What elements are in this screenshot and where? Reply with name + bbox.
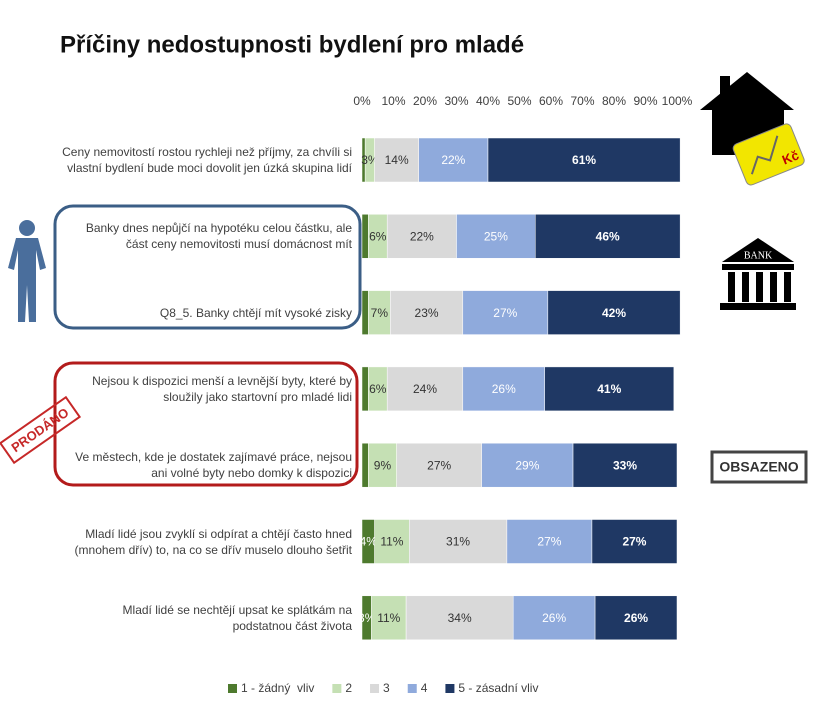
category-label: Mladí lidé jsou zvyklí si odpírat a chtě… <box>74 526 352 557</box>
chart-title: Příčiny nedostupnosti bydlení pro mladé <box>60 31 524 58</box>
data-label: 41% <box>597 382 621 396</box>
bar-segment <box>462 366 545 412</box>
bar-segment <box>544 366 675 412</box>
bar-segment <box>547 290 681 335</box>
legend-swatch <box>407 684 417 693</box>
category-label: Mladí lidé se nechtějí upsat ke splátkám… <box>122 602 352 633</box>
occupied-stamp-text: OBSAZENO <box>719 459 798 475</box>
data-label: 27% <box>537 535 561 549</box>
data-label: 26% <box>492 382 516 396</box>
legend-label: 2 <box>345 681 352 695</box>
data-label: 27% <box>493 306 517 320</box>
x-tick-label: 60% <box>539 94 563 108</box>
data-label: 22% <box>441 153 465 167</box>
category-label: Q8_5. Banky chtějí mít vysoké zisky <box>159 305 352 320</box>
legend-label: 1 - žádný vliv <box>241 681 314 695</box>
data-label: 46% <box>596 229 620 243</box>
data-label: 11% <box>377 611 400 625</box>
legend-label: 4 <box>421 681 428 695</box>
legend-label: 3 <box>383 681 390 695</box>
bar-segment <box>371 595 407 641</box>
bar-segment <box>481 442 574 488</box>
data-label: 27% <box>427 458 451 472</box>
data-label: 26% <box>624 611 648 625</box>
x-tick-label: 40% <box>476 94 500 108</box>
data-label: 22% <box>410 229 434 243</box>
callout-box <box>53 361 359 487</box>
x-tick-label: 10% <box>381 94 405 108</box>
bar-segment <box>572 442 678 488</box>
bar-segment <box>594 595 678 641</box>
bar-segment <box>512 595 596 641</box>
x-tick-label: 20% <box>413 94 437 108</box>
data-label: 33% <box>613 458 637 472</box>
bar-segment <box>535 214 681 259</box>
data-label: 11% <box>380 535 403 549</box>
x-tick-label: 30% <box>444 94 468 108</box>
x-tick-label: 90% <box>633 94 657 108</box>
data-label: 4% <box>360 535 378 549</box>
x-tick-label: 50% <box>507 94 531 108</box>
legend-swatch <box>370 684 380 693</box>
data-label: 6% <box>369 382 387 396</box>
data-label: 34% <box>448 611 472 625</box>
occupied-stamp: OBSAZENO <box>710 450 808 484</box>
man-icon <box>8 220 46 322</box>
x-tick-label: 80% <box>602 94 626 108</box>
legend-swatch <box>445 684 455 693</box>
callout-box <box>53 204 362 330</box>
bar-segment <box>487 137 681 183</box>
data-label: 31% <box>446 535 470 549</box>
bar-segment <box>390 290 464 335</box>
x-tick-label: 100% <box>662 94 693 108</box>
bar-segment <box>361 366 369 412</box>
bar-segment <box>405 595 514 641</box>
data-label: 26% <box>542 611 566 625</box>
data-label: 23% <box>415 306 439 320</box>
data-label: 61% <box>572 153 596 167</box>
legend-swatch <box>228 684 237 693</box>
bar-segment <box>396 442 482 488</box>
x-tick-label: 70% <box>570 94 594 108</box>
data-label: 29% <box>515 458 539 472</box>
data-label: 7% <box>371 306 389 320</box>
data-label: 42% <box>602 306 626 320</box>
data-label: 6% <box>369 229 387 243</box>
bar-segment <box>591 519 678 564</box>
bar-segment <box>418 137 489 183</box>
bar-segment <box>374 519 410 564</box>
data-label: 14% <box>385 153 409 167</box>
bar-segment <box>409 519 508 564</box>
legend-label: 5 - zásadní vliv <box>458 681 538 695</box>
category-label: Ceny nemovitostí rostou rychleji než pří… <box>62 145 352 175</box>
legend-swatch <box>332 684 342 693</box>
house-icon: Kč <box>700 72 805 186</box>
bank-sign: BANK <box>744 250 773 261</box>
bar-segment <box>386 214 457 259</box>
category-label: Ve městech, kde je dostatek zajímavé prá… <box>75 450 352 481</box>
bar-segment <box>374 137 419 183</box>
bar-segment <box>462 290 549 335</box>
data-label: 9% <box>374 458 392 472</box>
data-label: 27% <box>622 535 646 549</box>
price-tag-label: Kč <box>780 147 801 167</box>
bar-segment <box>368 442 397 488</box>
x-tick-label: 0% <box>353 94 371 108</box>
bar-segment <box>386 366 464 412</box>
bar-segment <box>361 442 369 488</box>
bank-icon: BANK <box>720 238 796 310</box>
bar-segment <box>361 290 369 335</box>
category-label: Banky dnes nepůjčí na hypotéku celou čás… <box>85 221 352 252</box>
data-label: 24% <box>413 382 437 396</box>
data-label: 25% <box>484 229 508 243</box>
category-label: Nejsou k dispozici menší a levnější byty… <box>92 373 352 404</box>
bar-segment <box>361 214 369 259</box>
